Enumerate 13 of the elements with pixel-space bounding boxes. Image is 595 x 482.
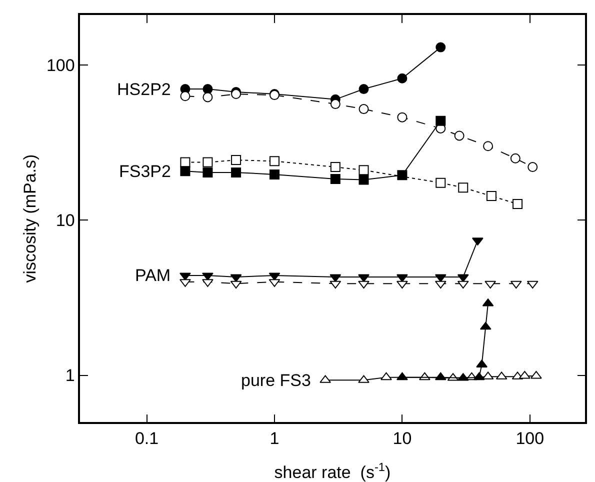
series-label: FS3P2 (119, 162, 171, 181)
y-axis-title: viscosity (mPa.s) (20, 154, 40, 283)
x-tick-label: 1 (270, 429, 280, 448)
series-label: PAM (135, 266, 171, 285)
x-tick-label: 100 (516, 429, 544, 448)
series-label: pure FS3 (241, 371, 311, 390)
x-tick-label: 10 (392, 429, 412, 448)
y-tick-label: 1 (65, 366, 75, 386)
y-tick-label: 100 (46, 56, 75, 75)
series-label: HS2P2 (117, 80, 171, 99)
x-axis-title: shear rate (s$^{-1}$) (274, 460, 391, 482)
x-tick-label: 0.1 (134, 429, 159, 448)
y-tick-label: 10 (56, 211, 75, 230)
